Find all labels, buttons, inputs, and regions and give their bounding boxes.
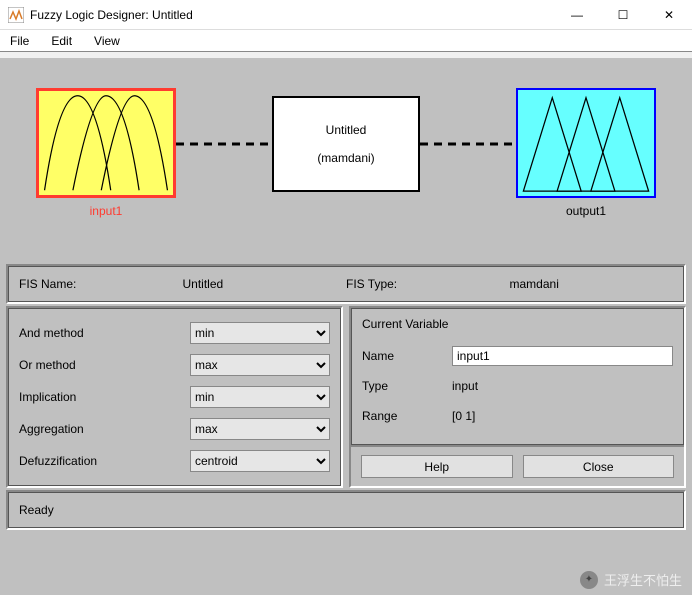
output-label: output1: [516, 204, 656, 218]
fis-diagram: input1 Untitled (mamdani) output1: [6, 58, 686, 258]
aggregation-select[interactable]: max: [190, 418, 330, 440]
minimize-button[interactable]: —: [554, 0, 600, 30]
help-button[interactable]: Help: [361, 455, 513, 478]
current-variable-panel: Current Variable Name Type input Range […: [349, 306, 686, 488]
fis-name-label: FIS Name:: [19, 277, 183, 291]
window-title: Fuzzy Logic Designer: Untitled: [30, 8, 554, 22]
cv-name-input[interactable]: [452, 346, 673, 366]
defuzz-label: Defuzzification: [19, 454, 190, 468]
fis-block-name: Untitled: [274, 123, 418, 137]
methods-panel: And method min Or method max Implication…: [6, 306, 343, 488]
titlebar: Fuzzy Logic Designer: Untitled — ☐ ✕: [0, 0, 692, 30]
close-window-button[interactable]: ✕: [646, 0, 692, 30]
connector-right: [420, 142, 516, 146]
app-icon: [8, 7, 24, 23]
fis-rule-block[interactable]: Untitled (mamdani): [272, 96, 420, 192]
maximize-button[interactable]: ☐: [600, 0, 646, 30]
and-method-label: And method: [19, 326, 190, 340]
fis-info-panel: FIS Name: Untitled FIS Type: mamdani: [6, 264, 686, 304]
input-label: input1: [36, 204, 176, 218]
input-variable-block[interactable]: [36, 88, 176, 198]
aggregation-label: Aggregation: [19, 422, 190, 436]
and-method-select[interactable]: min: [190, 322, 330, 344]
menu-view[interactable]: View: [90, 32, 124, 50]
fis-name-value: Untitled: [183, 277, 347, 291]
fis-type-value: mamdani: [510, 277, 674, 291]
output-mf-icon: [518, 90, 654, 196]
menubar: File Edit View: [0, 30, 692, 52]
connector-left: [176, 142, 272, 146]
cv-name-label: Name: [362, 349, 452, 363]
watermark-text: 王浮生不怕生: [604, 570, 682, 589]
or-method-select[interactable]: max: [190, 354, 330, 376]
menu-file[interactable]: File: [6, 32, 33, 50]
implication-label: Implication: [19, 390, 190, 404]
status-text: Ready: [8, 492, 684, 528]
fis-block-type: (mamdani): [274, 151, 418, 165]
cv-type-label: Type: [362, 379, 452, 393]
defuzz-select[interactable]: centroid: [190, 450, 330, 472]
cv-type-value: input: [452, 379, 673, 393]
or-method-label: Or method: [19, 358, 190, 372]
cv-range-value: [0 1]: [452, 409, 673, 423]
cv-range-label: Range: [362, 409, 452, 423]
watermark-icon: ✦: [580, 571, 598, 589]
current-variable-header: Current Variable: [362, 317, 673, 331]
content-area: input1 Untitled (mamdani) output1 FIS Na…: [0, 58, 692, 595]
close-button[interactable]: Close: [523, 455, 675, 478]
input-mf-icon: [39, 91, 173, 195]
watermark: ✦ 王浮生不怕生: [580, 570, 682, 589]
implication-select[interactable]: min: [190, 386, 330, 408]
status-bar: Ready: [6, 490, 686, 530]
fis-type-label: FIS Type:: [346, 277, 510, 291]
output-variable-block[interactable]: [516, 88, 656, 198]
menu-edit[interactable]: Edit: [47, 32, 76, 50]
settings-row: And method min Or method max Implication…: [6, 306, 686, 488]
